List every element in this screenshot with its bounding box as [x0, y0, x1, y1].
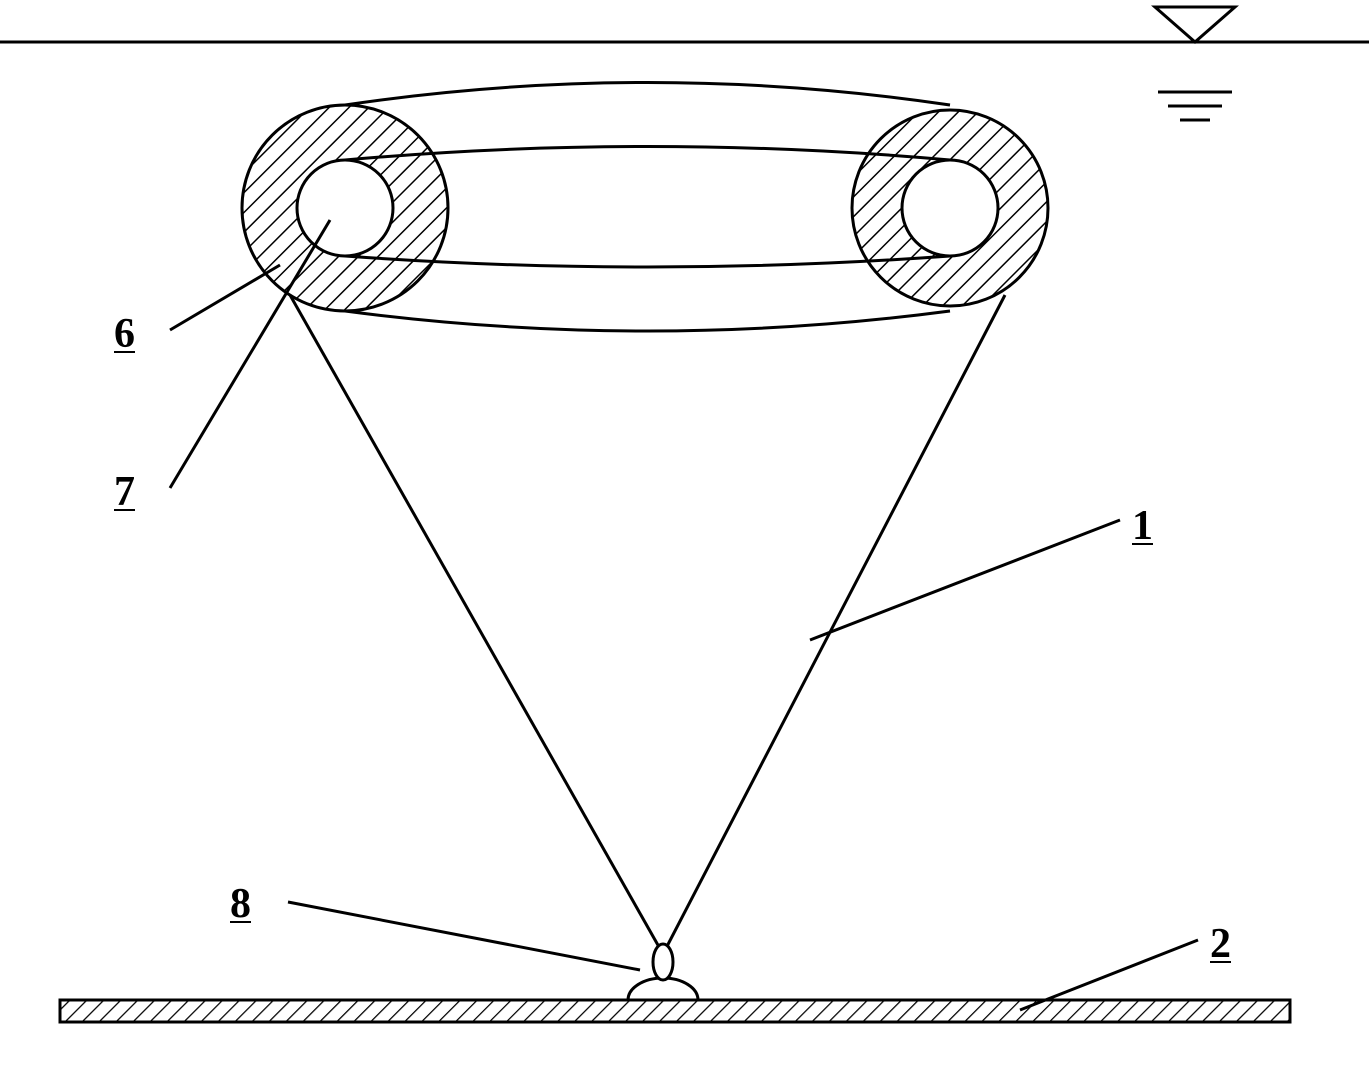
- anchor: [628, 944, 698, 1000]
- callout-label-1: 1: [1132, 502, 1153, 550]
- engineering-diagram: [0, 0, 1369, 1081]
- water-ripples: [1158, 92, 1232, 120]
- net-cone: [290, 295, 1005, 954]
- callout-label-2: 2: [1210, 920, 1231, 968]
- torus-ring-right: [852, 110, 1048, 306]
- callout-label-6: 6: [114, 310, 135, 358]
- seabed: [60, 1000, 1290, 1022]
- callout-leaders: [170, 220, 1198, 1010]
- callout-label-8: 8: [230, 880, 251, 928]
- callout-label-7: 7: [114, 468, 135, 516]
- water-level-symbol: [1155, 7, 1235, 42]
- torus-ring-left: [242, 105, 448, 311]
